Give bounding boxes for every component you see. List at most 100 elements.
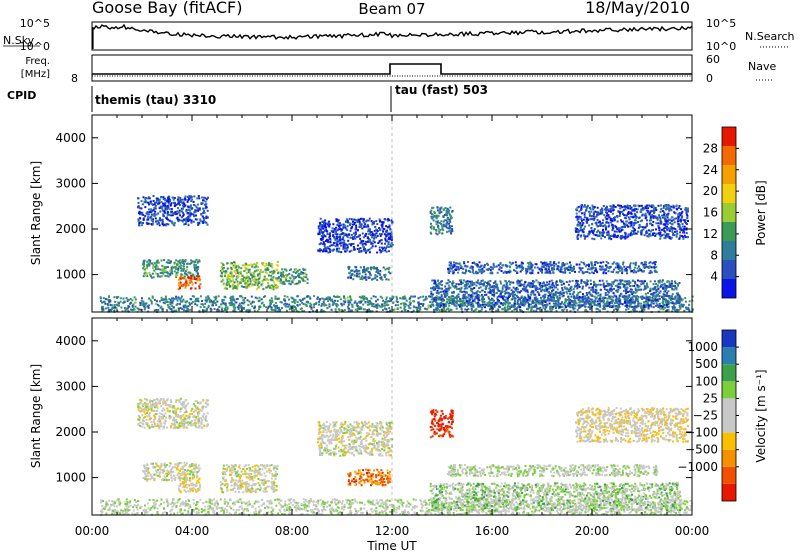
range-gate-cell [356, 305, 359, 307]
range-gate-cell [364, 235, 367, 237]
range-gate-cell [283, 283, 286, 286]
range-gate-cell [277, 277, 280, 280]
range-gate-cell [187, 223, 190, 226]
range-gate-cell [142, 275, 145, 278]
range-gate-cell [535, 296, 538, 299]
range-gate-cell [152, 264, 155, 267]
range-gate-cell [465, 270, 467, 273]
range-gate-cell [245, 284, 248, 287]
range-gate-cell [621, 234, 624, 237]
range-gate-cell [371, 223, 374, 226]
range-gate-cell [590, 210, 593, 213]
range-gate-cell [466, 265, 469, 268]
range-gate-cell [290, 305, 293, 308]
range-gate-cell [576, 206, 579, 209]
range-gate-cell [206, 308, 208, 311]
range-gate-cell [102, 297, 105, 300]
range-gate-cell [207, 306, 210, 309]
range-gate-cell [508, 265, 511, 268]
range-gate-cell [380, 233, 383, 236]
range-gate-cell [505, 283, 508, 286]
range-gate-cell [680, 229, 683, 232]
range-gate-cell [349, 222, 352, 225]
range-gate-cell [370, 242, 373, 245]
range-gate-cell [556, 267, 559, 270]
range-gate-cell [653, 210, 656, 213]
range-gate-cell [632, 216, 635, 219]
range-gate-cell [215, 304, 218, 306]
range-gate-cell [164, 205, 167, 208]
range-gate-cell [274, 297, 277, 300]
range-gate-cell [216, 308, 219, 311]
range-gate-cell [376, 275, 379, 278]
range-gate-cell [679, 231, 681, 234]
range-gate-cell [251, 284, 253, 287]
range-gate-cell [181, 267, 184, 270]
range-gate-cell [647, 305, 650, 308]
range-gate-cell [462, 301, 464, 304]
range-gate-cell [354, 234, 357, 237]
range-gate-cell [631, 226, 634, 229]
range-gate-cell [679, 218, 682, 221]
range-gate-cell [479, 281, 482, 284]
range-gate-cell [328, 236, 330, 239]
range-gate-cell [381, 303, 383, 306]
range-gate-cell [675, 230, 678, 233]
range-gate-cell [516, 282, 519, 285]
range-gate-cell [560, 265, 563, 268]
range-gate-cell [356, 302, 359, 305]
range-gate-cell [342, 223, 345, 226]
range-gate-cell [372, 239, 375, 242]
range-gate-cell [385, 235, 388, 238]
range-gate-cell [329, 235, 331, 238]
range-gate-cell [592, 212, 595, 215]
range-gate-cell [654, 270, 657, 273]
range-gate-cell [165, 261, 168, 264]
range-gate-cell [606, 300, 609, 303]
freq-tick: 8 [71, 72, 78, 85]
range-gate-cell [291, 301, 294, 304]
range-gate-cell [166, 304, 169, 306]
range-gate-cell [430, 209, 433, 212]
range-gate-cell [616, 236, 619, 239]
range-gate-cell [247, 271, 250, 274]
range-gate-cell [237, 283, 240, 285]
range-gate-cell [351, 226, 354, 228]
range-gate-cell [133, 296, 136, 299]
range-gate-cell [604, 296, 607, 299]
range-gate-cell [167, 223, 170, 226]
range-gate-cell [554, 307, 557, 309]
range-gate-cell [360, 241, 363, 244]
range-gate-cell [261, 271, 264, 274]
range-gate-cell [508, 271, 511, 274]
range-gate-cell [673, 304, 675, 307]
range-gate-cell [511, 261, 514, 264]
range-gate-cell [389, 272, 392, 275]
range-gate-cell [508, 261, 511, 264]
range-gate-cell [678, 224, 681, 227]
range-gate-cell [664, 217, 666, 220]
range-gate-cell [146, 275, 149, 277]
range-gate-cell [317, 225, 320, 228]
range-gate-cell [324, 226, 327, 229]
range-gate-cell [596, 271, 599, 274]
range-gate-cell [247, 276, 250, 279]
range-gate-cell [141, 303, 144, 306]
range-gate-cell [248, 268, 251, 271]
range-gate-cell [581, 224, 584, 226]
range-gate-cell [147, 307, 150, 309]
range-gate-cell [203, 219, 206, 222]
range-gate-cell [158, 275, 161, 278]
range-gate-cell [642, 208, 645, 211]
range-gate-cell [636, 294, 639, 297]
range-gate-cell [284, 279, 287, 282]
range-gate-cell [591, 264, 594, 267]
range-gate-cell [675, 235, 678, 238]
range-gate-cell [544, 310, 547, 313]
range-gate-cell [608, 224, 611, 227]
range-gate-cell [184, 259, 187, 262]
range-gate-cell [262, 278, 265, 281]
range-gate-cell [133, 308, 136, 311]
range-gate-cell [326, 233, 329, 235]
range-gate-cell [197, 258, 199, 261]
